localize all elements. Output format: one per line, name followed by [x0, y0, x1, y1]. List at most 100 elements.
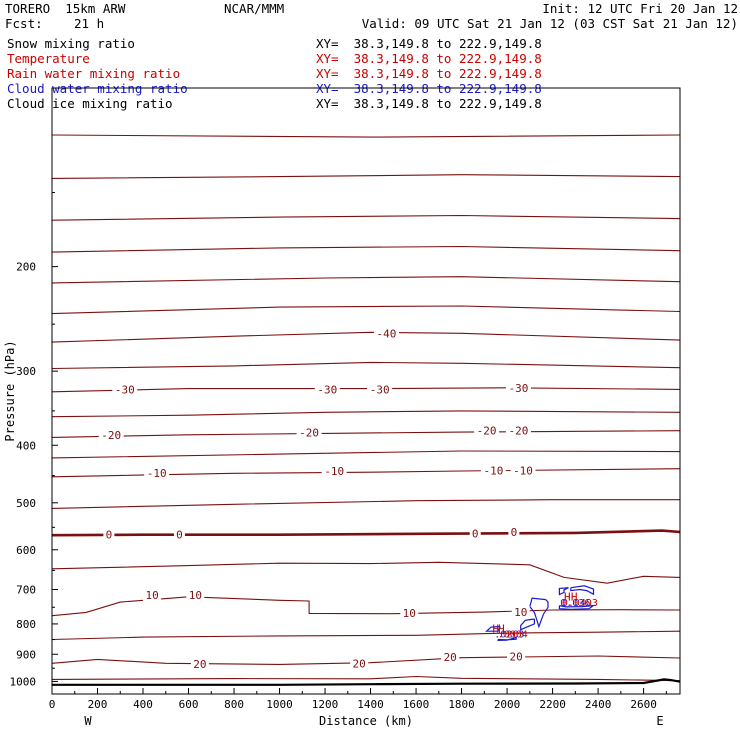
y-tick-label: 900	[16, 648, 36, 661]
field-xy-range: XY= 38.3,149.8 to 222.9,149.8	[316, 96, 542, 111]
isotherm-label: 10	[514, 606, 527, 619]
y-tick-label: 400	[16, 439, 36, 452]
forecast-hour: 21 h	[74, 16, 105, 31]
maximum-marker: H	[498, 623, 505, 636]
isotherm-label-bg	[505, 381, 531, 394]
isotherm-label: 10	[403, 607, 416, 620]
isotherm-label-bg	[507, 650, 526, 663]
cloud-water-contour	[558, 604, 596, 610]
field-xy-range: XY= 38.3,149.8 to 222.9,149.8	[316, 36, 542, 51]
cloud-water-contour	[520, 618, 535, 631]
surface-pressure-line	[52, 678, 681, 686]
isotherm-label-bg	[296, 426, 322, 439]
isotherm-label-bg	[469, 527, 481, 540]
maximum-marker: H	[564, 590, 571, 603]
y-tick-label: 600	[16, 544, 36, 557]
isotherm-line	[51, 331, 681, 343]
isotherm-label-bg	[103, 528, 115, 541]
field-xy-range: XY= 38.3,149.8 to 222.9,149.8	[316, 66, 542, 81]
isotherm-label: -20	[509, 425, 529, 438]
isotherm-label: -20	[101, 429, 121, 442]
isotherm-label-bg	[511, 606, 530, 619]
isotherm-line	[51, 410, 681, 418]
isotherm-label: -20	[477, 425, 497, 438]
valid-time: Valid: 09 UTC Sat 21 Jan 12 (03 CST Sat …	[361, 16, 738, 31]
isotherm-line	[51, 630, 681, 641]
west-label: W	[84, 714, 92, 728]
isotherm-label: -40	[377, 327, 397, 340]
field-name: Cloud ice mixing ratio	[7, 96, 173, 111]
field-name: Temperature	[7, 51, 90, 66]
isotherm-line	[51, 245, 681, 253]
surface-layer	[52, 678, 681, 686]
maximum-value-label: .0004	[498, 629, 528, 640]
axes-layer: 0 200 400 600 800 1000 1200 1400 1600 1800 2000 220…	[3, 87, 681, 728]
field-name: Snow mixing ratio	[7, 36, 135, 51]
x-tick-label: 1600	[403, 698, 430, 711]
maximum-value-label: 0.0403	[562, 598, 598, 609]
cloud-water-layer	[485, 585, 596, 642]
isotherm-line	[51, 499, 680, 509]
x-tick-label: 1400	[357, 698, 384, 711]
isotherm-line	[51, 529, 681, 537]
isotherm-line	[51, 214, 681, 221]
isotherm-line	[51, 655, 681, 665]
x-axis-title: Distance (km)	[319, 714, 413, 728]
isotherm-label-bg	[314, 383, 340, 396]
isotherm-line	[51, 450, 681, 459]
cloud-water-contour	[529, 597, 549, 629]
isotherm-label-bg	[321, 465, 347, 478]
isotherm-label-bg	[186, 588, 205, 601]
isotherm-label: -10	[324, 465, 344, 478]
x-tick-label: 200	[88, 698, 108, 711]
x-tick-label: 1000	[266, 698, 293, 711]
x-tick-label: 2200	[539, 698, 566, 711]
center-name: NCAR/MMM	[224, 1, 285, 16]
east-label: E	[656, 714, 663, 728]
isotherm-label: 0	[106, 528, 113, 541]
isotherm-label-bg	[510, 464, 536, 477]
isotherm-label-bg	[441, 651, 460, 664]
isotherm-line	[51, 361, 681, 370]
isotherm-line	[51, 134, 681, 138]
maximum-marker: H	[492, 623, 499, 636]
isotherm-label-bg	[190, 658, 209, 671]
isotherm-label-bg	[400, 607, 419, 620]
maximum-value-label: .0263	[494, 629, 524, 640]
isotherm-line	[51, 561, 681, 584]
x-tick-label: 800	[224, 698, 244, 711]
y-tick-label: 1000	[10, 675, 37, 688]
isotherm-label: -20	[299, 427, 319, 440]
cloud-water-contour	[570, 585, 595, 596]
isotherm-label-bg	[474, 424, 500, 437]
x-tick-label: 400	[133, 698, 153, 711]
y-tick-label: 300	[16, 365, 36, 378]
isotherm-label: 0	[511, 526, 518, 539]
x-tick-label: 2000	[494, 698, 521, 711]
y-axis-title: Pressure (hPa)	[3, 340, 17, 441]
field-name: Rain water mixing ratio	[7, 66, 181, 81]
isotherm-label: -30	[317, 383, 337, 396]
y-tick-label: 500	[16, 497, 36, 510]
field-name: Cloud water mixing ratio	[7, 81, 188, 96]
isotherm-label: 10	[189, 589, 202, 602]
isotherm-label-bg	[173, 528, 185, 541]
isotherm-label: 20	[353, 658, 366, 671]
isotherm-label-bg	[373, 327, 399, 340]
isotherm-label: -10	[513, 464, 533, 477]
y-tick-label: 700	[16, 584, 36, 597]
field-xy-range: XY= 38.3,149.8 to 222.9,149.8	[316, 51, 542, 66]
plot-frame	[51, 87, 681, 695]
y-tick-label: 800	[16, 618, 36, 631]
cloud-water-contour	[485, 625, 501, 632]
isotherm-label-bg	[505, 424, 531, 437]
isotherm-label-bg	[480, 464, 506, 477]
isotherm-label: 10	[145, 589, 158, 602]
cloud-water-contour	[497, 636, 517, 642]
x-tick-label: 2400	[585, 698, 612, 711]
forecast-label: Fcst:	[5, 16, 43, 31]
x-tick-label: 0	[49, 698, 56, 711]
isotherm-line	[51, 675, 681, 682]
isotherm-label: -10	[147, 467, 167, 480]
